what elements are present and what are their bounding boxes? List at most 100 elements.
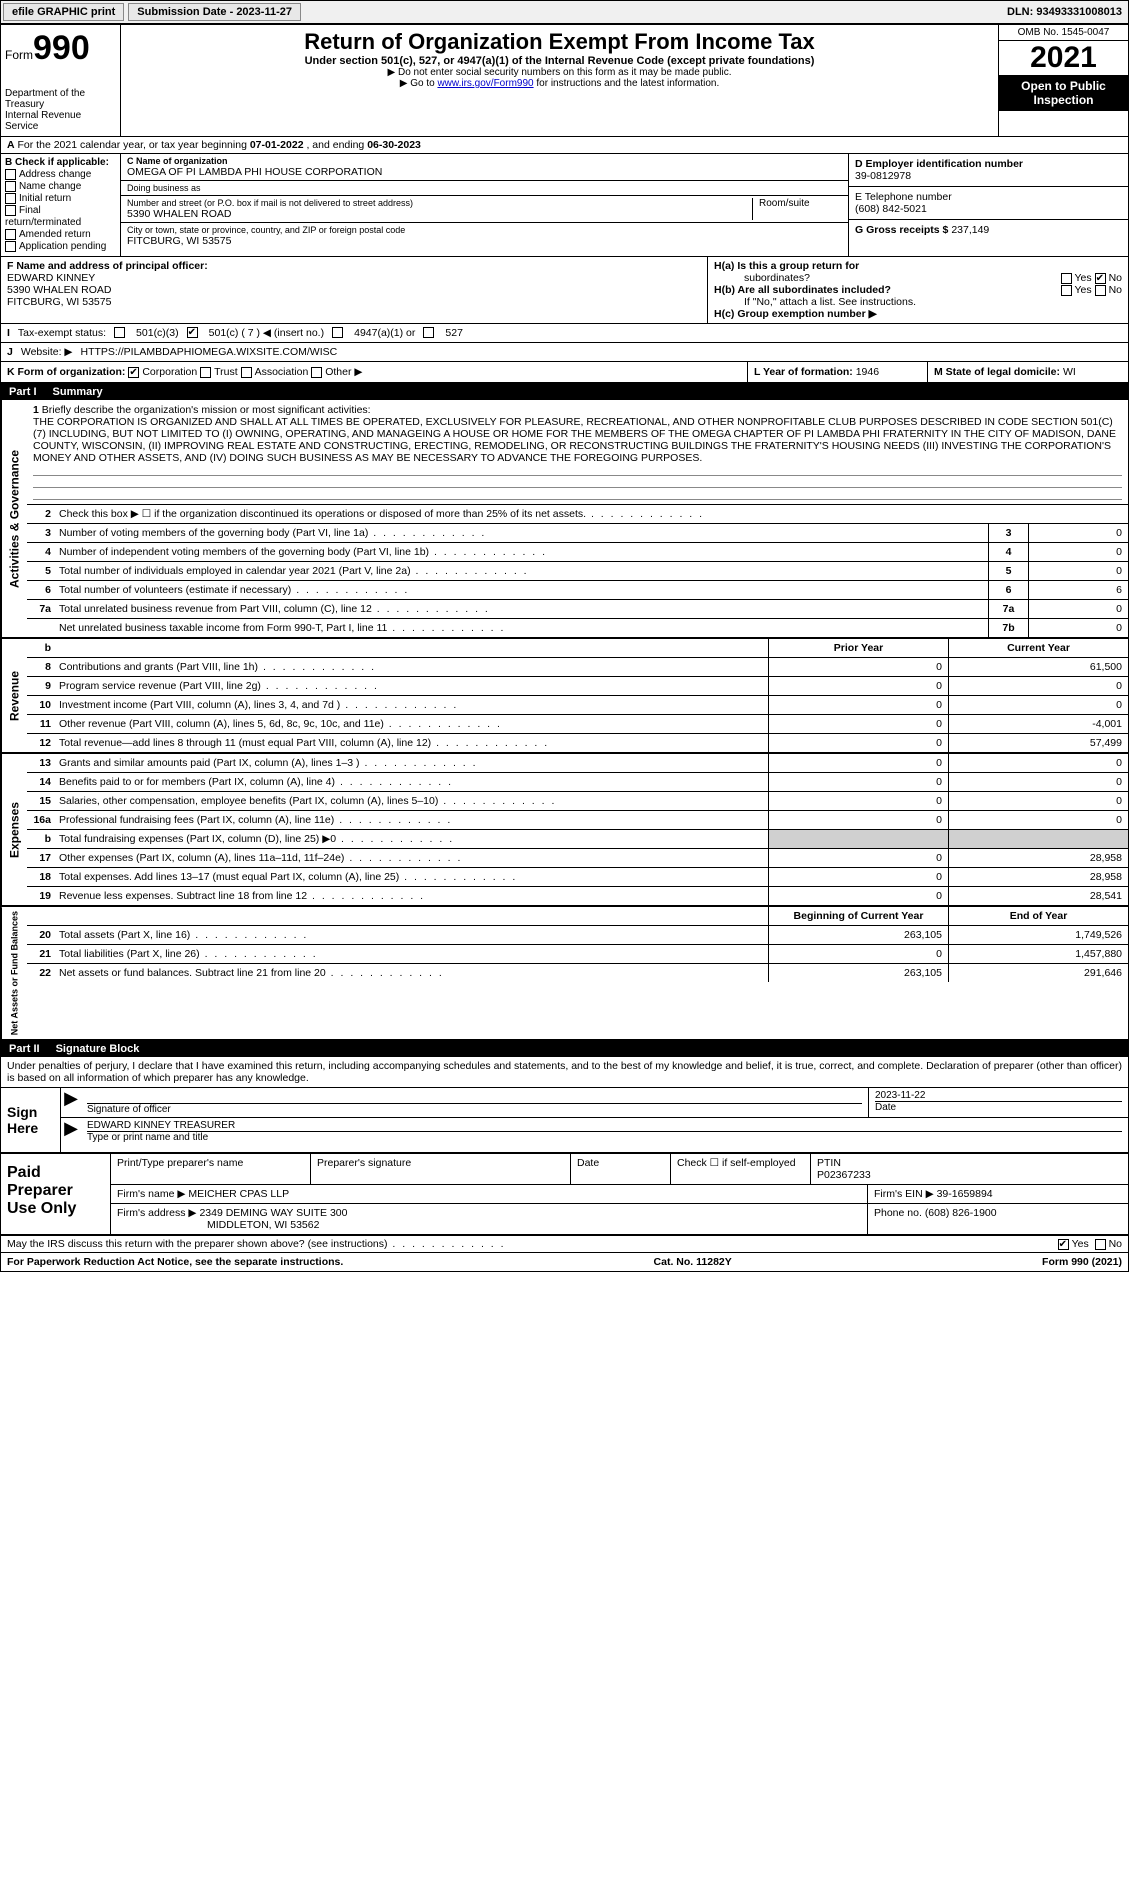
k-trust-chk[interactable]: [200, 367, 211, 378]
hc-label: H(c) Group exemption number ▶: [714, 308, 877, 320]
chk-name[interactable]: Name change: [5, 181, 116, 192]
col-f: F Name and address of principal officer:…: [1, 257, 708, 323]
row-val: 0: [1028, 524, 1128, 542]
row-num: 21: [27, 945, 55, 963]
sig-arrow-icon: ▶: [61, 1088, 81, 1117]
table-row: 16aProfessional fundraising fees (Part I…: [27, 811, 1128, 830]
c-street-row: Number and street (or P.O. box if mail i…: [121, 196, 848, 223]
sign-here-label: Sign Here: [1, 1088, 61, 1152]
k-assoc: Association: [255, 366, 309, 378]
c-dba-row: Doing business as: [121, 181, 848, 196]
row-val: 0: [1028, 600, 1128, 618]
row-curr: 1,749,526: [948, 926, 1128, 944]
tax-year: 2021: [999, 41, 1128, 75]
i-501c: 501(c) ( 7 ) ◀ (insert no.): [209, 327, 324, 339]
sig-officer: Signature of officer: [81, 1088, 868, 1117]
note-goto: ▶ Go to www.irs.gov/Form990 for instruct…: [127, 78, 992, 89]
col-h: H(a) Is this a group return for subordin…: [708, 257, 1128, 323]
rev-blank: [55, 639, 768, 657]
ha-no-chk[interactable]: [1095, 273, 1106, 284]
vtab-expenses: Expenses: [1, 754, 27, 905]
irs-label: Internal Revenue Service: [5, 110, 116, 132]
k-label: K Form of organization:: [7, 366, 125, 378]
chk-pending[interactable]: Application pending: [5, 241, 116, 252]
row-prior: 0: [768, 734, 948, 752]
footer-final: For Paperwork Reduction Act Notice, see …: [1, 1253, 1128, 1271]
table-row: 13Grants and similar amounts paid (Part …: [27, 754, 1128, 773]
sig-date-cell: 2023-11-22 Date: [868, 1088, 1128, 1117]
expenses-section: Expenses 13Grants and similar amounts pa…: [1, 754, 1128, 907]
row-num: 16a: [27, 811, 55, 829]
begin-year-header: Beginning of Current Year: [768, 907, 948, 925]
dept-label: Department of the Treasury: [5, 88, 116, 110]
prep-print-label: Print/Type preparer's name: [111, 1154, 311, 1184]
row-text: Other revenue (Part VIII, column (A), li…: [55, 715, 768, 733]
row-box: 5: [988, 562, 1028, 580]
i-501c-chk[interactable]: [187, 327, 198, 338]
tax-begin: 07-01-2022: [250, 139, 304, 151]
row-text: Professional fundraising fees (Part IX, …: [55, 811, 768, 829]
i-527-chk[interactable]: [423, 327, 434, 338]
i-4947: 4947(a)(1) or: [354, 327, 415, 339]
irs-link[interactable]: www.irs.gov/Form990: [437, 78, 533, 89]
ha-label: H(a) Is this a group return for: [714, 260, 859, 272]
revenue-body: b Prior Year Current Year 8Contributions…: [27, 639, 1128, 752]
ha-row: H(a) Is this a group return for subordin…: [714, 260, 1122, 284]
form-frame: Form990 Department of the Treasury Inter…: [0, 24, 1129, 1272]
i-501c3-chk[interactable]: [114, 327, 125, 338]
row-curr: [948, 830, 1128, 848]
part1-title: Summary: [53, 386, 103, 398]
discuss-no-chk[interactable]: [1095, 1239, 1106, 1250]
expenses-body: 13Grants and similar amounts paid (Part …: [27, 754, 1128, 905]
header-left: Form990 Department of the Treasury Inter…: [1, 25, 121, 136]
ha-sub: subordinates?: [744, 272, 810, 284]
j-text: Website: ▶: [21, 346, 73, 358]
row-text: Total liabilities (Part X, line 26): [55, 945, 768, 963]
section-fgh: F Name and address of principal officer:…: [1, 257, 1128, 324]
row-prior: 0: [768, 792, 948, 810]
hb-yes: Yes: [1075, 284, 1092, 296]
activities-section: Activities & Governance 1 Briefly descri…: [1, 400, 1128, 639]
hb-yes-chk[interactable]: [1061, 285, 1072, 296]
omb-label: OMB No. 1545-0047: [999, 25, 1128, 41]
chk-amended[interactable]: Amended return: [5, 229, 116, 240]
row-curr: 28,958: [948, 868, 1128, 886]
discuss-yes-chk[interactable]: [1058, 1239, 1069, 1250]
mission-num: 1: [33, 404, 39, 416]
firm-addr-cell: Firm's address ▶ 2349 DEMING WAY SUITE 3…: [111, 1204, 868, 1234]
ein-value: 39-0812978: [855, 170, 911, 182]
row-val: 0: [1028, 543, 1128, 561]
row-num: 4: [27, 543, 55, 561]
row-num: 5: [27, 562, 55, 580]
ha-yes-chk[interactable]: [1061, 273, 1072, 284]
row-val: 0: [1028, 562, 1128, 580]
k-corp-chk[interactable]: [128, 367, 139, 378]
row-text: Revenue less expenses. Subtract line 18 …: [55, 887, 768, 905]
d-ein: D Employer identification number 39-0812…: [849, 154, 1128, 187]
row-box: 6: [988, 581, 1028, 599]
form-subtitle: Under section 501(c), 527, or 4947(a)(1)…: [127, 55, 992, 67]
current-year-header: Current Year: [948, 639, 1128, 657]
row-prior: 0: [768, 658, 948, 676]
row-val: 0: [1028, 619, 1128, 637]
c-name-label-text: C Name of organization: [127, 156, 228, 166]
l-cell: L Year of formation: 1946: [748, 362, 928, 382]
discuss-yes: Yes: [1072, 1238, 1089, 1250]
hb-no-chk[interactable]: [1095, 285, 1106, 296]
i-4947-chk[interactable]: [332, 327, 343, 338]
row-num: 9: [27, 677, 55, 695]
part1-header: Part I Summary: [1, 384, 1128, 400]
m-value: WI: [1063, 366, 1076, 378]
prep-sig-label: Preparer's signature: [311, 1154, 571, 1184]
chk-initial[interactable]: Initial return: [5, 193, 116, 204]
table-row: Net unrelated business taxable income fr…: [27, 619, 1128, 637]
open-inspection: Open to Public Inspection: [999, 75, 1128, 111]
submission-date-button[interactable]: Submission Date - 2023-11-27: [128, 3, 301, 21]
ein-label: D Employer identification number: [855, 158, 1023, 170]
row-text: Program service revenue (Part VIII, line…: [55, 677, 768, 695]
efile-print-button[interactable]: efile GRAPHIC print: [3, 3, 124, 21]
k-assoc-chk[interactable]: [241, 367, 252, 378]
k-other-chk[interactable]: [311, 367, 322, 378]
chk-final[interactable]: Final return/terminated: [5, 205, 116, 227]
chk-address[interactable]: Address change: [5, 169, 116, 180]
